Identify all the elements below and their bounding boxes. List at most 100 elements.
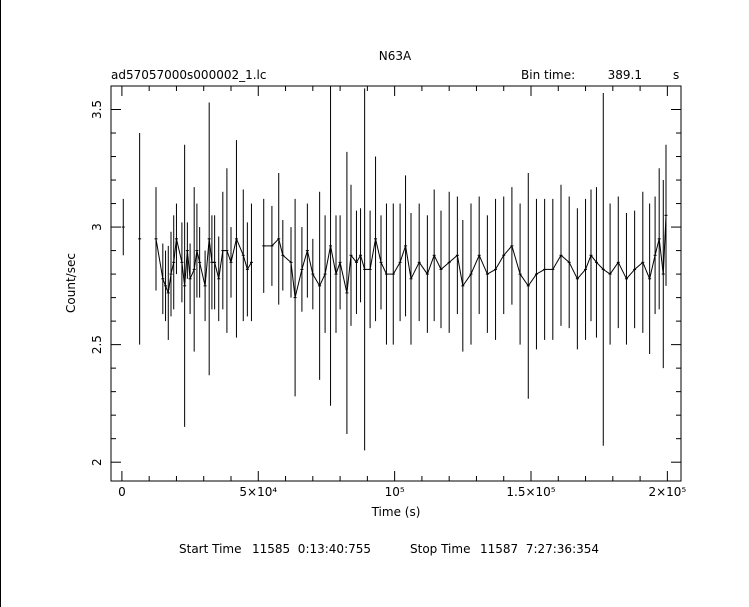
- series-segment-78: [590, 254, 597, 263]
- series-segment-34: [294, 269, 303, 298]
- series-segment-37: [312, 273, 321, 287]
- series-segment-69: [519, 273, 529, 287]
- series-segment-41: [335, 262, 341, 275]
- bin-time-unit: s: [673, 68, 679, 82]
- plot-frame: [110, 85, 682, 482]
- series-segment-67: [503, 245, 513, 256]
- series-segment-62: [462, 273, 472, 287]
- series-segment-48: [369, 238, 377, 270]
- series-segment-30: [271, 238, 280, 247]
- series-segment-25: [235, 238, 244, 256]
- series-segment-58: [433, 255, 442, 270]
- series-segment-12: [186, 250, 191, 279]
- x-tick-label-4: 2×10⁵: [648, 485, 686, 499]
- series-segment-26: [242, 255, 248, 270]
- series-segment-82: [617, 262, 627, 280]
- series-segment-76: [576, 269, 586, 280]
- series-segment-56: [418, 262, 428, 275]
- series-segment-4: [162, 278, 167, 287]
- series-segment-54: [405, 245, 412, 279]
- series-segment-65: [487, 268, 496, 275]
- stop-time-value: 11587 7:27:36:354: [480, 542, 599, 556]
- series-segment-44: [350, 254, 357, 263]
- series-segment-13: [189, 269, 195, 279]
- x-tick-label-2: 10⁵: [385, 485, 405, 499]
- y-tick-label-3: 3.5: [90, 100, 104, 119]
- series-segment-24: [230, 238, 237, 263]
- x-tick-label-1: 5×10⁴: [239, 485, 277, 499]
- series-segment-63: [470, 255, 480, 275]
- series-segment-75: [568, 262, 578, 280]
- series-segment-20: [214, 262, 220, 279]
- series-segment-66: [495, 255, 505, 270]
- series-segment-59: [440, 261, 450, 270]
- series-segment-55: [410, 262, 420, 280]
- series-segment-45: [356, 255, 361, 263]
- x-axis-label: Time (s): [371, 505, 421, 519]
- series-segment-16: [199, 262, 206, 286]
- y-axis-label: Count/sec: [64, 253, 78, 313]
- series-segment-6: [167, 274, 172, 293]
- start-time-value: 11585 0:13:40:755: [252, 542, 371, 556]
- series-segment-64: [478, 255, 488, 275]
- series-segment-7: [170, 262, 175, 275]
- y-tick-label-1: 2.5: [90, 335, 104, 354]
- series-segment-87: [654, 238, 660, 256]
- series-segment-10: [181, 262, 186, 286]
- series-segment-60: [448, 254, 458, 263]
- window-border: [0, 0, 1, 607]
- series-segment-88: [658, 238, 664, 275]
- series-segment-83: [626, 269, 636, 280]
- series-segment-77: [585, 255, 592, 270]
- series-segment-73: [552, 255, 562, 270]
- y-tick-label-2: 3: [90, 223, 104, 231]
- series-segment-85: [642, 262, 651, 279]
- series-segment-31: [278, 238, 284, 256]
- series-segment-74: [560, 254, 570, 263]
- series-segment-81: [609, 262, 619, 275]
- series-segment-11: [184, 250, 188, 286]
- series-segment-57: [426, 255, 435, 275]
- series-segment-9: [175, 238, 183, 263]
- series-segment-15: [196, 250, 201, 263]
- series-segment-86: [649, 255, 656, 279]
- series-segment-17: [204, 238, 210, 286]
- series-segment-42: [339, 262, 348, 294]
- series-segment-18: [208, 238, 213, 263]
- series-segment-27: [246, 262, 252, 270]
- series-segment-40: [330, 245, 337, 275]
- series-segment-71: [536, 268, 545, 275]
- series-segment-32: [282, 254, 292, 263]
- series-segment-70: [527, 273, 537, 287]
- x-tick-label-0: 0: [118, 485, 126, 499]
- series-segment-38: [319, 273, 326, 287]
- series-segment-79: [596, 261, 604, 270]
- series-segment-68: [511, 245, 521, 275]
- series-segment-23: [226, 250, 232, 263]
- x-axis-ticks: 0 5×10⁴ 10⁵ 1.5×10⁵ 2×10⁵: [118, 86, 686, 499]
- y-tick-label-0: 2: [90, 458, 104, 466]
- data-series: [121, 86, 668, 451]
- series-segment-33: [290, 262, 296, 298]
- series-segment-35: [301, 250, 308, 270]
- series-segment-21: [218, 250, 224, 279]
- series-segment-50: [380, 262, 387, 275]
- series-segment-84: [634, 261, 644, 270]
- series-segment-80: [602, 268, 611, 275]
- x-tick-label-3: 1.5×10⁵: [506, 485, 555, 499]
- series-segment-39: [324, 245, 332, 275]
- series-segment-36: [306, 250, 314, 275]
- series-segment-61: [456, 255, 464, 286]
- y-axis-ticks: 2 2.5 3 3.5: [90, 85, 681, 466]
- file-label: ad57057000s000002_1.lc: [111, 68, 267, 82]
- series-segment-49: [375, 238, 382, 263]
- series-segment-46: [360, 255, 366, 270]
- stop-time-label: Stop Time: [410, 542, 470, 556]
- start-time-label: Start Time: [179, 542, 242, 556]
- series-segment-53: [399, 245, 407, 263]
- series-segment-3: [155, 238, 164, 279]
- series-segment-89: [662, 215, 667, 275]
- chart-title: N63A: [379, 49, 412, 63]
- series-segment-43: [346, 255, 352, 293]
